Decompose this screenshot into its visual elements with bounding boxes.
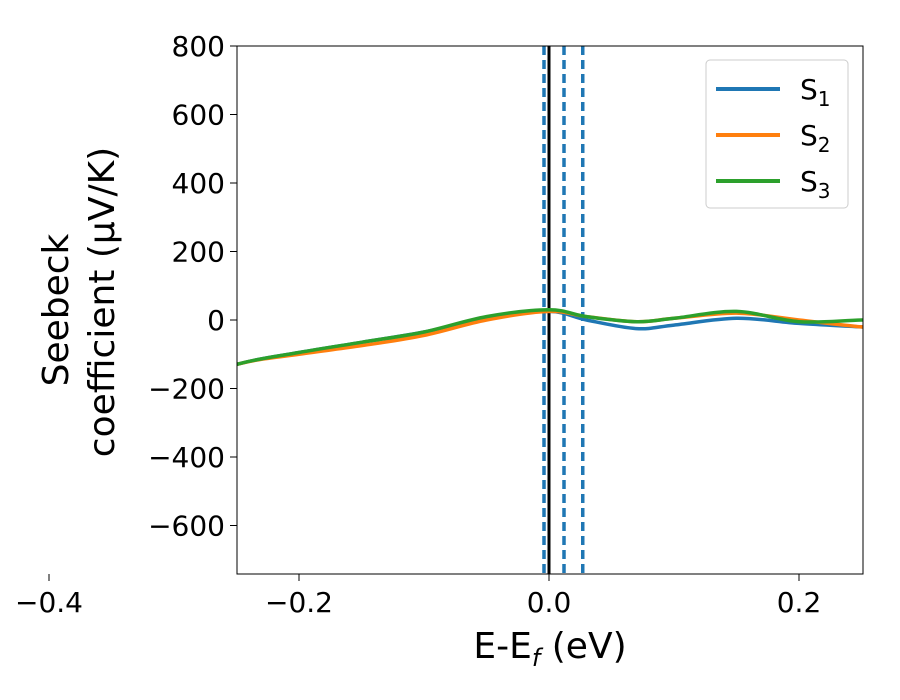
y-axis-label-line2: coefficient (μV/K)	[82, 147, 123, 457]
plot-frame	[236, 45, 864, 575]
y-tick-label: −200	[148, 373, 225, 406]
x-axis-label: E-Ef (eV)	[473, 626, 626, 672]
x-tick-label: −0.4	[15, 586, 83, 619]
y-tick-label: 600	[172, 99, 225, 132]
legend-label: S3	[800, 165, 831, 203]
y-axis-label-line1: Seebeck	[36, 233, 77, 386]
series-line-s3	[237, 307, 863, 367]
x-tick-label: 0.2	[777, 586, 822, 619]
legend-label: S2	[800, 119, 831, 157]
x-axis-ticks: −0.4−0.20.00.20.4	[15, 574, 822, 619]
legend: S1 S2 S3	[705, 59, 849, 209]
x-tick-label: −0.2	[265, 586, 333, 619]
series-line-s2	[237, 309, 863, 367]
legend-label: S1	[800, 73, 831, 111]
y-tick-label: 400	[172, 167, 225, 200]
y-axis-ticks: 800 600 400 200 0 −200 −400 −600	[148, 30, 237, 543]
series-line-s1	[237, 309, 863, 367]
x-tick-label: 0.0	[527, 586, 572, 619]
y-tick-label: −600	[148, 510, 225, 543]
y-tick-label: 200	[172, 236, 225, 269]
y-tick-label: 800	[172, 30, 225, 63]
y-tick-label: 0	[207, 304, 225, 337]
y-tick-label: −400	[148, 441, 225, 474]
series-lines	[237, 307, 863, 367]
